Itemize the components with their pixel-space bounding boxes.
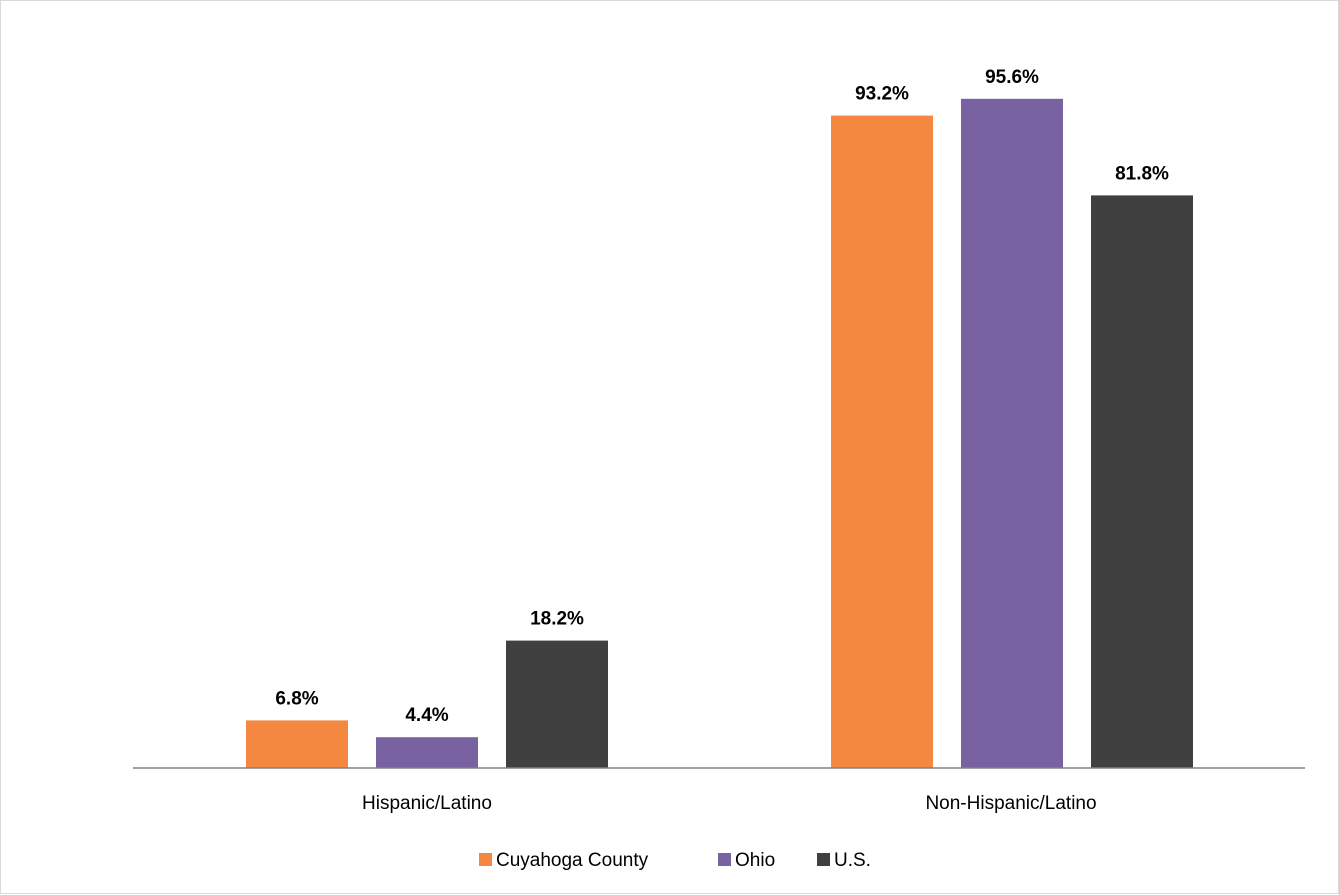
legend-label-u-s: U.S.	[834, 850, 871, 871]
category-label-non-hispanic-latino: Non-Hispanic/Latino	[925, 793, 1096, 814]
legend: Cuyahoga County Ohio U.S.	[479, 850, 871, 871]
category-labels-layer: Hispanic/Latino Non-Hispanic/Latino	[362, 793, 1097, 814]
data-label-non-hispanic-latino-cuyahoga-county: 93.2%	[855, 84, 909, 105]
legend-swatch-u-s	[817, 853, 830, 866]
data-labels-layer: 6.8% 4.4% 18.2% 93.2% 95.6% 81.8%	[275, 67, 1169, 726]
legend-label-cuyahoga-county: Cuyahoga County	[496, 850, 649, 871]
bar-hispanic-latino-cuyahoga-county	[246, 720, 348, 768]
bar-non-hispanic-latino-cuyahoga-county	[831, 115, 933, 769]
data-label-hispanic-latino-ohio: 4.4%	[405, 705, 448, 726]
data-label-non-hispanic-latino-u-s: 81.8%	[1115, 163, 1169, 184]
data-label-hispanic-latino-cuyahoga-county: 6.8%	[275, 688, 318, 709]
bar-non-hispanic-latino-ohio	[961, 98, 1063, 769]
legend-swatch-ohio	[718, 853, 731, 866]
bars-layer	[246, 98, 1193, 769]
data-label-non-hispanic-latino-ohio: 95.6%	[985, 67, 1039, 88]
bar-hispanic-latino-u-s	[506, 640, 608, 768]
bar-non-hispanic-latino-u-s	[1091, 195, 1193, 768]
category-label-hispanic-latino: Hispanic/Latino	[362, 793, 492, 814]
bar-hispanic-latino-ohio	[376, 737, 478, 768]
data-label-hispanic-latino-u-s: 18.2%	[530, 609, 584, 630]
legend-label-ohio: Ohio	[735, 850, 775, 871]
legend-swatch-cuyahoga-county	[479, 853, 492, 866]
